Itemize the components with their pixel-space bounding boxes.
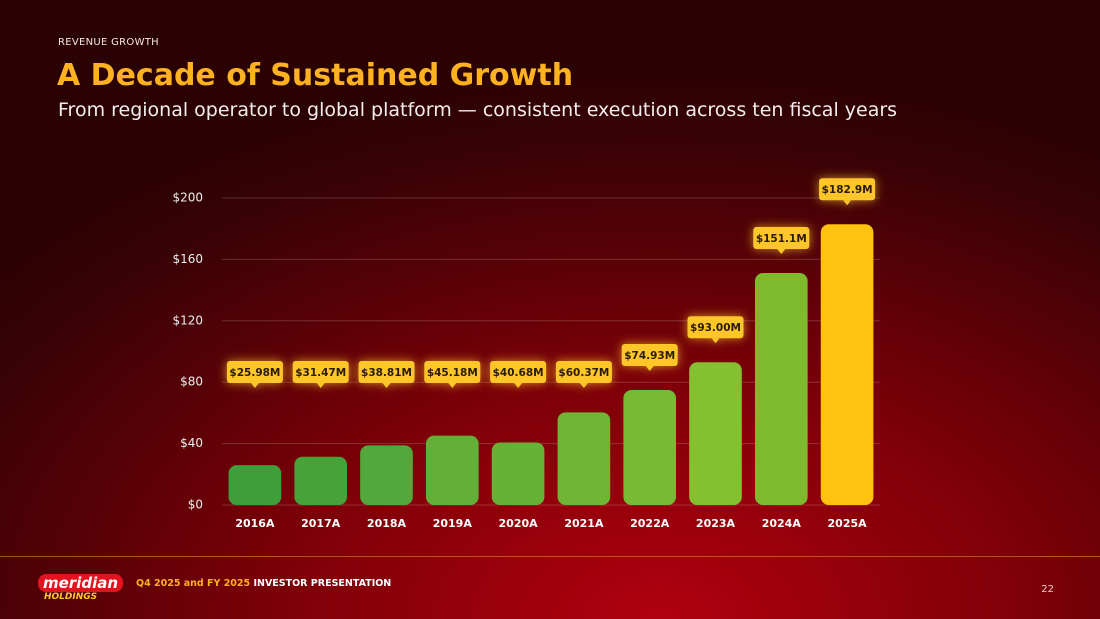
data-label-text: $60.37M [558, 367, 609, 379]
data-label-text: $151.1M [756, 233, 807, 245]
x-tick-label: 2020A [499, 517, 539, 530]
data-label-text: $38.81M [361, 367, 412, 379]
data-label-text: $45.18M [427, 367, 478, 379]
data-label: $151.1M [753, 227, 810, 255]
x-tick-label: 2023A [696, 517, 736, 530]
footer-label: INVESTOR PRESENTATION [253, 578, 392, 589]
footer-highlight: Q4 2025 and FY 2025 [136, 578, 251, 589]
x-tick-label: 2024A [762, 517, 802, 530]
bar [360, 445, 413, 505]
footer-rule [0, 556, 1100, 557]
data-label: $74.93M [621, 343, 678, 371]
bar [491, 442, 545, 505]
bar [294, 456, 348, 505]
logo-text: meridian [38, 574, 124, 592]
data-label-text: $74.93M [624, 350, 675, 362]
logo: meridian HOLDINGS [38, 573, 124, 602]
page-number: 22 [1041, 584, 1054, 595]
x-tick-label: 2025A [828, 517, 868, 530]
label-pointer [711, 338, 720, 344]
data-label: $31.47M [292, 361, 349, 388]
label-pointer [514, 383, 523, 388]
y-tick-label: $0 [188, 498, 203, 512]
data-label: $182.9M [819, 178, 876, 206]
label-box [753, 227, 810, 250]
label-pointer [382, 383, 391, 388]
x-tick-label: 2019A [433, 517, 473, 530]
y-tick-label: $160 [172, 252, 203, 266]
x-tick-label: 2018A [367, 517, 407, 530]
data-label: $60.37M [555, 361, 612, 388]
label-box [819, 178, 876, 201]
y-tick-label: $40 [180, 436, 203, 450]
x-tick-label: 2016A [235, 517, 275, 530]
label-box [555, 361, 612, 383]
data-label-text: $25.98M [229, 367, 280, 379]
data-label: $40.68M [490, 361, 547, 388]
data-label: $25.98M [226, 361, 283, 388]
label-box [292, 361, 349, 383]
bar [754, 273, 808, 505]
title: A Decade of Sustained Growth [57, 58, 574, 93]
label-box [490, 361, 547, 383]
eyebrow: REVENUE GROWTH [58, 37, 160, 48]
data-label-text: $40.68M [493, 367, 544, 379]
bar [557, 412, 611, 505]
bar [228, 465, 282, 505]
bar [820, 224, 874, 505]
label-box [226, 361, 283, 383]
label-pointer [777, 249, 786, 255]
label-pointer [645, 365, 654, 371]
label-box [621, 343, 678, 366]
bar [425, 435, 479, 505]
data-label-text: $31.47M [295, 367, 346, 379]
data-label-text: $182.9M [822, 184, 873, 196]
bar [623, 389, 677, 505]
y-tick-label: $200 [172, 191, 203, 205]
y-tick-label: $120 [172, 313, 203, 327]
x-tick-label: 2021A [564, 517, 604, 530]
label-pointer [843, 200, 852, 206]
data-label: $93.00M [687, 316, 744, 344]
data-label: $38.81M [358, 361, 415, 388]
bar [689, 362, 742, 505]
label-pointer [250, 383, 259, 388]
x-tick-label: 2022A [630, 517, 670, 530]
label-pointer [448, 383, 457, 388]
subtitle: From regional operator to global platfor… [58, 99, 898, 121]
label-box [358, 361, 415, 383]
label-pointer [316, 383, 325, 388]
label-box [424, 361, 481, 383]
footer-text: Q4 2025 and FY 2025 INVESTOR PRESENTATIO… [136, 578, 391, 589]
logo-sub: HOLDINGS [44, 592, 98, 602]
y-tick-label: $80 [180, 375, 203, 389]
x-tick-label: 2017A [301, 517, 341, 530]
data-label-text: $93.00M [690, 322, 741, 334]
label-box [687, 316, 744, 339]
label-pointer [579, 383, 588, 388]
data-label: $45.18M [424, 361, 481, 388]
